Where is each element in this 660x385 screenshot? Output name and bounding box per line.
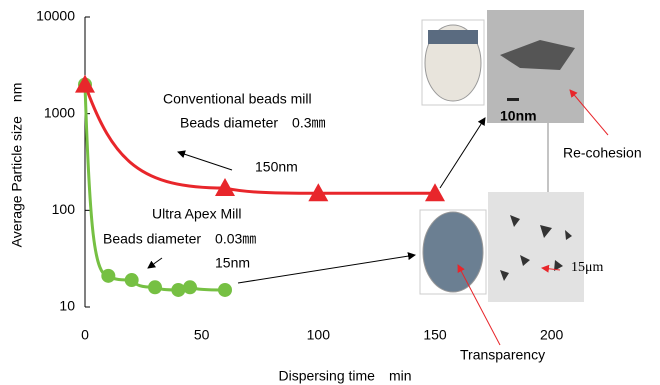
y-tick-label: 100 <box>52 201 76 217</box>
annotation: Beads diameter 0.03㎜ <box>103 231 256 247</box>
annotation: Re-cohesion <box>563 145 642 161</box>
marker <box>148 280 162 294</box>
annotation: 15nm <box>215 255 250 271</box>
photo-top <box>428 30 478 44</box>
x-axis-label: Dispersing time min <box>278 368 411 384</box>
tem-image <box>488 192 584 302</box>
annotation: Ultra Apex Mill <box>152 206 241 222</box>
annotation: Transparency <box>460 347 545 363</box>
arrow <box>238 255 415 283</box>
marker <box>125 273 139 287</box>
x-tick-label: 150 <box>423 327 447 343</box>
annotation: 10nm <box>500 108 537 124</box>
annotation: Conventional beads mill <box>163 91 312 107</box>
annotation: 150nm <box>255 159 298 175</box>
chart: 10 100 1000 10000 0 50 100 150 200 Average Parti… <box>0 0 660 385</box>
x-tick-label: 0 <box>81 327 89 343</box>
annotation: 15μm <box>571 260 604 275</box>
marker <box>183 280 197 294</box>
marker <box>75 75 95 93</box>
y-tick-label: 10000 <box>36 8 75 24</box>
y-tick-label: 10 <box>59 298 75 314</box>
arrow <box>440 118 485 188</box>
marker <box>171 283 185 297</box>
x-tick-label: 50 <box>194 327 210 343</box>
arrow <box>178 152 232 170</box>
x-tick-label: 100 <box>307 327 331 343</box>
y-tick-label: 1000 <box>44 104 75 120</box>
scale-bar <box>507 98 519 101</box>
marker <box>218 283 232 297</box>
y-axis-label: Average Particle size nm <box>9 83 25 248</box>
photo-vial <box>423 212 483 292</box>
x-tick-label: 200 <box>540 327 564 343</box>
marker <box>101 269 115 283</box>
arrow <box>148 258 162 268</box>
annotation: Beads diameter 0.3㎜ <box>180 115 326 131</box>
